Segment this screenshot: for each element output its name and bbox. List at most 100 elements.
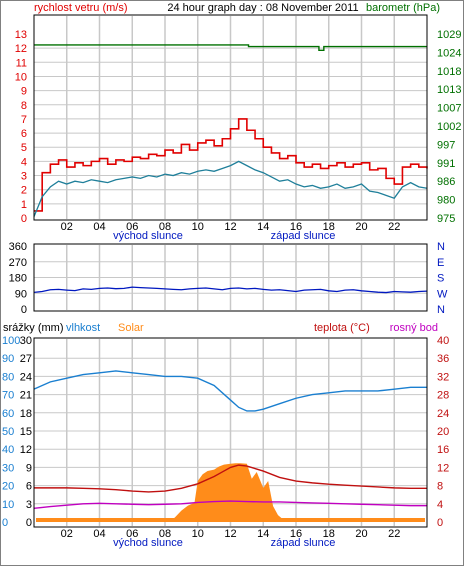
axis-tick-label: 1024 — [437, 47, 461, 59]
axis-tick-label: 100 — [2, 335, 20, 347]
axis-tick-label: 3 — [21, 171, 27, 183]
time-tick-label: 12 — [224, 528, 236, 540]
axis-tick-label: 20 — [2, 481, 14, 493]
axis-tick-label: 27 — [20, 353, 32, 365]
temperature-line — [34, 464, 427, 493]
axis-tick-label: 0 — [26, 517, 32, 529]
temperature-legend-label: teplota (°C) — [314, 322, 370, 334]
axis-tick-label: 60 — [2, 408, 14, 420]
axis-tick-label: 4 — [437, 499, 443, 511]
axis-tick-label: W — [437, 288, 448, 300]
time-tick-label: 22 — [388, 528, 400, 540]
direction-panel-series — [33, 286, 428, 294]
sunrise-label: východ slunce — [113, 230, 183, 242]
time-tick-label: 02 — [61, 221, 73, 233]
climate-panel-border — [33, 337, 428, 528]
axis-tick-label: 30 — [2, 462, 14, 474]
time-tick-label: 18 — [323, 528, 335, 540]
left-axis-title: rychlost vetru (m/s) — [34, 2, 128, 14]
direction-degree-axis: 0 90 180 270 360 — [9, 241, 27, 316]
direction-panel-border — [33, 243, 428, 312]
climate-panel-grid — [34, 339, 427, 526]
axis-tick-label: 9 — [26, 462, 32, 474]
climate-panel-time-axis: 02 04 06 08 10 12 14 16 18 20 22 — [61, 528, 401, 540]
time-tick-label: 02 — [61, 528, 73, 540]
axis-tick-label: 1002 — [437, 121, 461, 133]
axis-tick-label: 180 — [9, 273, 27, 285]
axis-tick-label: 10 — [15, 71, 27, 83]
axis-tick-label: 6 — [21, 128, 27, 140]
axis-tick-label: 9 — [21, 86, 27, 98]
time-tick-label: 04 — [93, 528, 105, 540]
axis-tick-label: 13 — [15, 29, 27, 41]
axis-tick-label: 8 — [21, 100, 27, 112]
axis-tick-label: 28 — [437, 390, 449, 402]
axis-tick-label: 12 — [437, 462, 449, 474]
axis-tick-label: 2 — [21, 185, 27, 197]
axis-tick-label: 1007 — [437, 103, 461, 115]
sunset-label-bottom: západ slunce — [271, 537, 336, 549]
wind-gust-line — [34, 118, 428, 212]
axis-tick-label: 18 — [20, 408, 32, 420]
dewpoint-legend-label: rosný bod — [390, 322, 438, 334]
time-tick-label: 18 — [323, 221, 335, 233]
time-tick-label: 14 — [257, 221, 269, 233]
axis-tick-label: 32 — [437, 371, 449, 383]
axis-tick-label: 8 — [437, 481, 443, 493]
axis-tick-label: 991 — [437, 158, 455, 170]
axis-tick-label: 0 — [437, 517, 443, 529]
wind-speed-line — [33, 160, 428, 217]
wind-panel-series — [33, 44, 428, 217]
humidity-line — [33, 370, 427, 412]
time-tick-label: 16 — [290, 528, 302, 540]
time-tick-label: 08 — [159, 221, 171, 233]
axis-tick-label: 360 — [9, 241, 27, 253]
humidity-legend-label: vlhkost — [66, 322, 100, 334]
axis-tick-label: 50 — [2, 426, 14, 438]
axis-tick-label: 0 — [2, 517, 8, 529]
axis-tick-label: 10 — [2, 499, 14, 511]
temperature-axis: 0 4 8 12 16 20 24 28 32 36 40 — [437, 335, 449, 529]
axis-tick-label: 980 — [437, 195, 455, 207]
axis-tick-label: 3 — [26, 499, 32, 511]
axis-tick-label: 12 — [15, 43, 27, 55]
axis-tick-label: 16 — [437, 444, 449, 456]
axis-tick-label: 0 — [21, 213, 27, 225]
axis-tick-label: 11 — [16, 57, 27, 69]
solar-area — [34, 463, 427, 522]
axis-tick-label: 975 — [437, 213, 455, 225]
axis-tick-label: 986 — [437, 176, 455, 188]
axis-tick-label: 997 — [437, 139, 455, 151]
axis-tick-label: 70 — [2, 390, 14, 402]
direction-panel-grid — [34, 245, 427, 310]
axis-tick-label: 4 — [21, 156, 27, 168]
right-axis-title: barometr (hPa) — [366, 2, 440, 14]
axis-tick-label: 1018 — [437, 66, 461, 78]
pressure-line — [34, 44, 427, 52]
humidity-axis: 0 10 20 30 40 50 60 70 80 90 100 — [2, 335, 20, 529]
axis-tick-label: 6 — [26, 481, 32, 493]
axis-tick-label: 12 — [20, 444, 32, 456]
axis-tick-label: 24 — [437, 408, 449, 420]
axis-tick-label: 21 — [20, 390, 32, 402]
axis-tick-label: 20 — [437, 426, 449, 438]
sunrise-label-bottom: východ slunce — [113, 537, 183, 549]
axis-tick-label: 40 — [2, 444, 14, 456]
time-tick-label: 16 — [290, 221, 302, 233]
time-tick-label: 10 — [192, 221, 204, 233]
wind-direction-line — [33, 286, 428, 294]
solar-legend-label: Solar — [118, 322, 144, 334]
axis-tick-label: 270 — [9, 257, 27, 269]
axis-tick-label: 40 — [437, 335, 449, 347]
graph-title: 24 hour graph day : 08 November 2011 — [167, 2, 358, 14]
axis-tick-label: 30 — [20, 335, 32, 347]
time-tick-label: 20 — [355, 221, 367, 233]
time-tick-label: 06 — [126, 528, 138, 540]
axis-tick-label: 90 — [15, 288, 27, 300]
sunset-label: západ slunce — [271, 230, 336, 242]
rain-axis: 0 3 6 9 12 15 18 21 24 27 30 — [20, 335, 32, 529]
axis-tick-label: S — [437, 273, 444, 285]
